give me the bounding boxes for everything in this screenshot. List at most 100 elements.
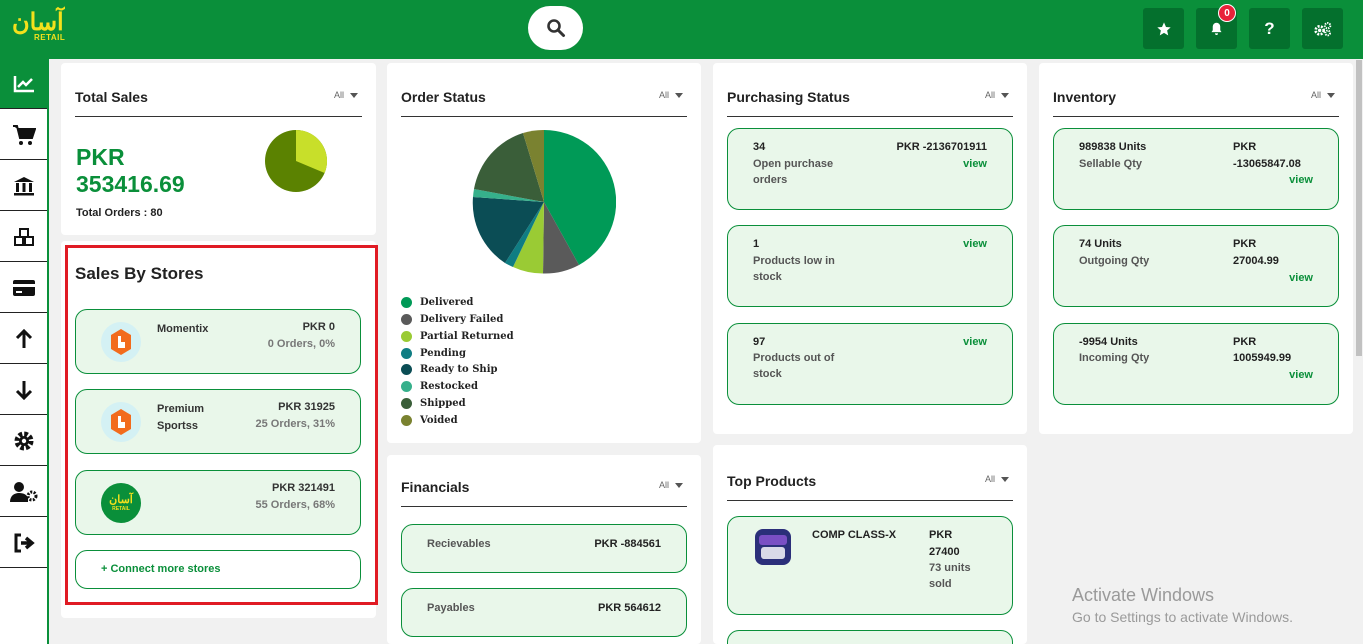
- sidebar-item-import[interactable]: [0, 365, 47, 415]
- store-logo-text: آسان: [109, 493, 133, 506]
- store-orders: 25 Orders, 31%: [255, 418, 336, 430]
- receivables-value: PKR -884561: [594, 538, 661, 550]
- view-link[interactable]: view: [1289, 369, 1313, 381]
- product-units-sold: 73 units sold: [929, 562, 971, 590]
- open-purchase-orders-box: 34 Open purchase orders PKR -2136701911 …: [727, 128, 1013, 210]
- inventory-label: Incoming Qty: [1079, 352, 1150, 364]
- total-sales-pie: [265, 130, 328, 192]
- payables-box[interactable]: Payables PKR 564612: [401, 588, 687, 637]
- card-header: Order Status All: [401, 89, 687, 117]
- pie-slice-partial-returned: [513, 202, 544, 274]
- inventory-value: -13065847.08: [1233, 158, 1301, 170]
- payables-value: PKR 564612: [598, 602, 661, 614]
- sidebar-item-orders[interactable]: [0, 110, 47, 160]
- sidebar-item-users[interactable]: [0, 467, 47, 517]
- help-button[interactable]: ?: [1249, 8, 1290, 49]
- store-orders: 0 Orders, 0%: [267, 338, 335, 350]
- store-logo-icon: [111, 409, 131, 435]
- card-title: Financials: [401, 479, 470, 495]
- filter-dropdown[interactable]: All: [659, 480, 683, 490]
- sidebar-item-payments[interactable]: [0, 263, 47, 313]
- legend-dot: [401, 414, 412, 426]
- legend-label: Delivery Failed: [420, 313, 504, 325]
- legend-dot: [401, 313, 412, 325]
- logo-text: آسان: [12, 7, 64, 36]
- card-title: Purchasing Status: [727, 89, 850, 105]
- search-button[interactable]: [528, 6, 583, 50]
- legend-item: Restocked: [401, 378, 478, 394]
- app-logo[interactable]: آسان RETAIL: [10, 8, 76, 44]
- sidebar-item-products[interactable]: [0, 212, 47, 262]
- top-product-item[interactable]: COMP CLASS-X PKR 27400 73 units sold: [727, 516, 1013, 615]
- receivables-box[interactable]: Recievables PKR -884561: [401, 524, 687, 573]
- legend-item: Ready to Ship: [401, 361, 498, 377]
- notifications-button[interactable]: [1196, 8, 1237, 49]
- pie-slice-other: [296, 130, 328, 173]
- filter-dropdown[interactable]: All: [985, 474, 1009, 484]
- store-amount: PKR 0: [302, 321, 335, 333]
- search-icon: [546, 19, 565, 37]
- store-item[interactable]: آسان RETAIL PKR 321491 55 Orders, 68%: [75, 470, 361, 535]
- view-link[interactable]: view: [1289, 272, 1313, 284]
- cart-icon: [12, 124, 36, 145]
- caret-down-icon: [1001, 477, 1009, 483]
- connect-more-stores-button[interactable]: + Connect more stores: [75, 550, 361, 589]
- view-link[interactable]: view: [1289, 174, 1313, 186]
- card-header: Purchasing Status All: [727, 89, 1013, 117]
- filter-dropdown[interactable]: All: [659, 90, 683, 100]
- store-item[interactable]: Premium Sportss PKR 31925 25 Orders, 31%: [75, 389, 361, 454]
- settings-button[interactable]: [1302, 8, 1343, 49]
- filter-value: All: [333, 90, 344, 100]
- legend-label: Voided: [420, 414, 458, 426]
- view-link[interactable]: view: [963, 238, 987, 250]
- low-stock-label: Products low in stock: [753, 255, 835, 283]
- po-value: PKR -2136701911: [896, 141, 987, 153]
- scrollbar-thumb[interactable]: [1356, 60, 1362, 356]
- sidebar-item-finance[interactable]: [0, 161, 47, 211]
- highlight-box: [65, 245, 378, 605]
- legend-label: Partial Returned: [420, 330, 514, 342]
- product-thumbnail: [755, 529, 791, 565]
- view-link[interactable]: view: [963, 158, 987, 170]
- legend-label: Shipped: [420, 397, 466, 409]
- filter-dropdown[interactable]: All: [1311, 90, 1335, 100]
- sidebar-item-logout[interactable]: [0, 518, 47, 568]
- total-sales-card: Total Sales All PKR 353416.69 Total Orde…: [61, 63, 376, 235]
- filter-value: All: [658, 480, 669, 490]
- store-avatar: آسان RETAIL: [101, 483, 141, 523]
- caret-down-icon: [675, 483, 683, 489]
- store-orders: 55 Orders, 68%: [255, 499, 336, 511]
- sidebar-item-dashboard[interactable]: [0, 59, 47, 109]
- top-product-item[interactable]: [727, 630, 1013, 644]
- legend-dot: [401, 296, 412, 308]
- po-count: 34: [753, 141, 766, 153]
- card-title: Top Products: [727, 473, 817, 489]
- outgoing-qty-box: 74 Units Outgoing Qty PKR 27004.99 view: [1053, 225, 1339, 307]
- sidebar: [0, 59, 49, 644]
- question-icon: ?: [1264, 18, 1275, 38]
- star-icon: [1156, 21, 1171, 35]
- sidebar-item-export[interactable]: [0, 314, 47, 364]
- store-avatar: [101, 322, 141, 362]
- boxes-icon: [13, 227, 34, 246]
- sales-by-stores-title: Sales By Stores: [75, 264, 204, 283]
- caret-down-icon: [1001, 93, 1009, 99]
- out-of-stock-count: 97: [753, 336, 766, 348]
- filter-dropdown[interactable]: All: [334, 90, 358, 100]
- logout-icon: [14, 533, 35, 552]
- inventory-qty: 74 Units: [1079, 238, 1122, 250]
- top-bar: آسان RETAIL 0 ?: [0, 0, 1363, 59]
- filter-value: All: [984, 90, 995, 100]
- amount-value: 353416.69: [76, 171, 185, 197]
- pie-slice-ready-to-ship: [472, 197, 544, 263]
- pie-slice-delivered: [544, 130, 616, 265]
- gear-icon: [14, 431, 33, 450]
- view-link[interactable]: view: [963, 336, 987, 348]
- favorites-button[interactable]: [1143, 8, 1184, 49]
- card-header: Financials All: [401, 479, 687, 507]
- credit-card-icon: [12, 279, 35, 296]
- filter-dropdown[interactable]: All: [985, 90, 1009, 100]
- inventory-value: 1005949.99: [1233, 352, 1292, 364]
- store-item[interactable]: Momentix PKR 0 0 Orders, 0%: [75, 309, 361, 374]
- sidebar-item-settings[interactable]: [0, 416, 47, 466]
